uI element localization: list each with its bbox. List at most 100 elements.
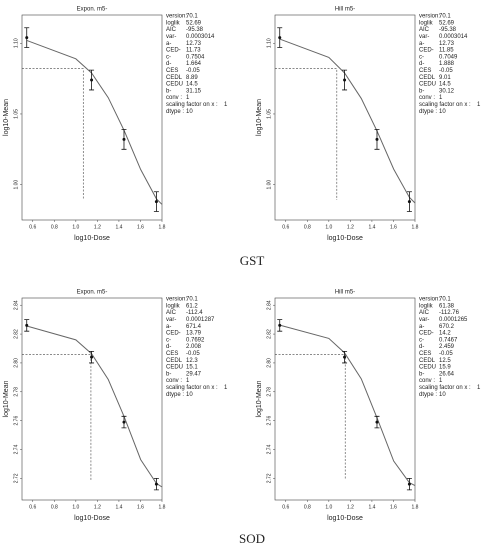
param-label: CEDU — [419, 82, 436, 88]
x-tick-label: 0.8 — [304, 224, 311, 230]
data-point — [375, 420, 379, 424]
param-label: version: — [166, 297, 187, 303]
data-point — [122, 420, 126, 424]
param-value: 0.0001287 — [186, 317, 215, 323]
param-value: 1 — [186, 95, 190, 101]
x-tick-label: 1.0 — [325, 504, 332, 510]
x-axis-label: log10-Dose — [327, 515, 363, 522]
param-value: 8.89 — [186, 75, 198, 81]
plot-frame — [274, 14, 416, 221]
param-label: loglik — [166, 20, 181, 26]
x-tick-label: 1.4 — [115, 224, 122, 230]
param-value: 1.888 — [439, 61, 455, 67]
param-value: 0.0001265 — [439, 317, 468, 323]
plot-frame — [21, 14, 163, 221]
x-tick-label: 1.4 — [368, 504, 375, 510]
param-label: var- — [419, 317, 429, 323]
param-value: 1 — [224, 102, 228, 108]
param-value: 12.73 — [439, 41, 455, 47]
x-tick-label: 1.0 — [325, 224, 332, 230]
param-label: CES — [419, 68, 431, 74]
y-tick-label: 2.74 — [266, 444, 272, 454]
param-value: 70.1 — [186, 14, 198, 20]
data-point — [407, 482, 411, 486]
plot-frame — [21, 297, 163, 501]
y-axis-label: log10-Mean — [3, 380, 10, 417]
param-value: 14.5 — [439, 82, 451, 88]
x-tick-label: 1.2 — [94, 224, 101, 230]
x-tick-label: 0.8 — [51, 504, 58, 510]
chart-title: Hill m5- — [335, 290, 355, 296]
y-tick-label: 2.80 — [266, 358, 272, 368]
param-value: 9.01 — [439, 75, 451, 81]
param-label: version: — [166, 14, 187, 20]
x-tick-label: 1.8 — [412, 224, 419, 230]
param-label: scaling factor on x : — [166, 385, 218, 391]
data-point — [25, 323, 29, 327]
param-label: var- — [419, 34, 429, 40]
param-value: 13.79 — [186, 331, 202, 337]
param-value: 15.1 — [186, 365, 198, 371]
param-label: b- — [166, 371, 171, 377]
data-point — [278, 323, 282, 327]
data-point — [343, 355, 347, 359]
param-label: loglik — [419, 20, 434, 26]
y-tick-label: 2.72 — [266, 473, 272, 483]
plot-frame — [274, 297, 416, 501]
x-tick-label: 0.6 — [282, 504, 289, 510]
data-point — [407, 200, 411, 204]
x-tick-label: 0.6 — [29, 224, 36, 230]
param-label: scaling factor on x : — [419, 385, 471, 391]
y-tick-label: 1.00 — [13, 180, 19, 190]
y-tick-label: 2.78 — [266, 387, 272, 397]
param-label: dtype : — [166, 392, 184, 398]
ced-line — [275, 353, 346, 480]
param-label: dtype : — [419, 109, 437, 115]
param-label: conv : — [166, 378, 182, 384]
ced-line — [275, 68, 338, 200]
param-label: CEDL — [419, 358, 436, 364]
fitted-curve — [279, 38, 416, 204]
x-tick-label: 0.8 — [304, 504, 311, 510]
x-tick-label: 1.6 — [390, 224, 397, 230]
caption: GST — [240, 253, 265, 268]
y-tick-label: 1.05 — [13, 109, 19, 119]
param-value: 1.664 — [186, 61, 202, 67]
param-value: 0.0003014 — [186, 34, 215, 40]
param-label: d- — [166, 344, 171, 350]
y-tick-label: 2.76 — [266, 416, 272, 426]
param-value: 29.47 — [186, 371, 202, 377]
param-value: -0.05 — [186, 351, 200, 357]
param-label: AIC — [166, 27, 177, 33]
param-label: d- — [419, 61, 424, 67]
param-label: a- — [166, 41, 171, 47]
param-value: 12.3 — [186, 358, 198, 364]
y-tick-label: 2.80 — [13, 358, 19, 368]
param-label: CED- — [166, 48, 181, 54]
param-label: conv : — [166, 95, 182, 101]
param-label: var- — [166, 34, 176, 40]
param-label: c- — [419, 337, 424, 343]
param-label: loglik — [419, 303, 434, 309]
data-point — [154, 200, 158, 204]
chart-title: Expon. m5- — [77, 7, 108, 13]
y-tick-label: 2.72 — [13, 473, 19, 483]
param-label: conv : — [419, 95, 435, 101]
param-value: -112.76 — [439, 310, 460, 316]
param-label: scaling factor on x : — [166, 102, 218, 108]
x-tick-label: 1.8 — [159, 224, 166, 230]
param-value: 1 — [439, 95, 443, 101]
y-tick-label: 2.82 — [13, 329, 19, 339]
param-value: 1 — [186, 378, 190, 384]
param-value: 31.15 — [186, 88, 202, 94]
x-tick-label: 0.6 — [29, 504, 36, 510]
param-value: 0.7692 — [186, 337, 205, 343]
param-label: b- — [419, 371, 424, 377]
chart-title: Expon. m5- — [77, 290, 108, 296]
x-axis-label: log10-Dose — [74, 515, 110, 522]
data-point — [122, 137, 126, 141]
param-label: dtype : — [166, 109, 184, 115]
y-tick-label: 2.78 — [13, 387, 19, 397]
fitted-curve — [26, 325, 163, 488]
